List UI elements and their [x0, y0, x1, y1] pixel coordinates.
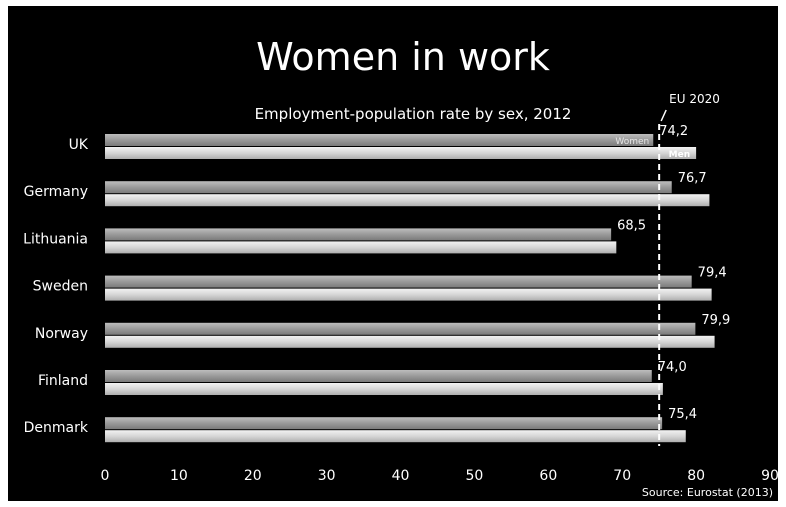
value-label: 74,2	[659, 124, 688, 139]
bar-group-sweden: Sweden 79,4	[33, 266, 727, 301]
bar-women	[105, 417, 663, 430]
x-tick-label: 60	[539, 468, 557, 484]
bar-men	[105, 335, 715, 348]
value-label: 79,9	[701, 313, 730, 328]
bar-group-denmark: Denmark 75,4	[24, 407, 697, 443]
category-label: UK	[69, 137, 89, 153]
bar-men	[105, 241, 617, 254]
chart-title: Women in work	[256, 35, 550, 79]
category-label: Norway	[35, 326, 88, 342]
bar-men	[105, 194, 710, 207]
bar-women	[105, 228, 612, 241]
bar-group-finland: Finland 74,0	[38, 360, 687, 395]
x-tick-label: 70	[613, 468, 631, 484]
bar-group-germany: Germany 76,7	[24, 171, 710, 207]
eu-2020-label: EU 2020	[669, 92, 720, 106]
legend-men: Men	[669, 150, 690, 160]
category-label: Lithuania	[23, 231, 88, 247]
reference-line-group: EU 2020	[658, 92, 720, 446]
bar-women	[105, 134, 654, 146]
bar-men	[105, 288, 712, 301]
x-tick-label: 10	[170, 468, 188, 484]
value-label: 76,7	[678, 171, 707, 186]
category-label: Finland	[38, 373, 88, 389]
bar-women	[105, 322, 696, 335]
bar-women	[105, 275, 692, 288]
x-tick-label: 80	[687, 468, 705, 484]
legend-women: Women	[615, 137, 649, 147]
chart-subtitle: Employment-population rate by sex, 2012	[255, 105, 572, 123]
bar-group-norway: Norway 79,9	[35, 313, 730, 348]
x-tick-label: 40	[392, 468, 410, 484]
x-axis-ticks: 0 10 20 30 40 50 60 70 80 90	[101, 468, 778, 484]
bar-women	[105, 181, 672, 194]
bar-men	[105, 383, 663, 395]
chart-frame: Women in work Employment-population rate…	[8, 6, 778, 501]
x-tick-label: 50	[466, 468, 484, 484]
x-tick-label: 30	[318, 468, 336, 484]
value-label: 75,4	[668, 407, 697, 422]
category-label: Sweden	[33, 279, 88, 295]
chart-svg: Women in work Employment-population rate…	[23, 35, 778, 499]
bar-men	[105, 430, 686, 443]
category-label: Denmark	[24, 420, 89, 436]
bar-women	[105, 370, 652, 382]
x-tick-label: 90	[761, 468, 778, 484]
value-label: 74,0	[658, 360, 687, 375]
bars-group: UK 74,2 Women Men Germany 76,7 Lithuania 68,5 Sw…	[23, 124, 730, 443]
bar-group-uk: UK 74,2 Women Men	[69, 124, 697, 160]
category-label: Germany	[24, 184, 88, 200]
bar-group-lithuania: Lithuania 68,5	[23, 218, 646, 254]
x-tick-label: 0	[101, 468, 110, 484]
value-label: 68,5	[617, 218, 646, 233]
bar-men	[105, 147, 697, 159]
x-tick-label: 20	[244, 468, 262, 484]
eu-2020-pointer	[660, 109, 667, 122]
source-note: Source: Eurostat (2013)	[642, 486, 773, 499]
value-label: 79,4	[698, 266, 727, 281]
